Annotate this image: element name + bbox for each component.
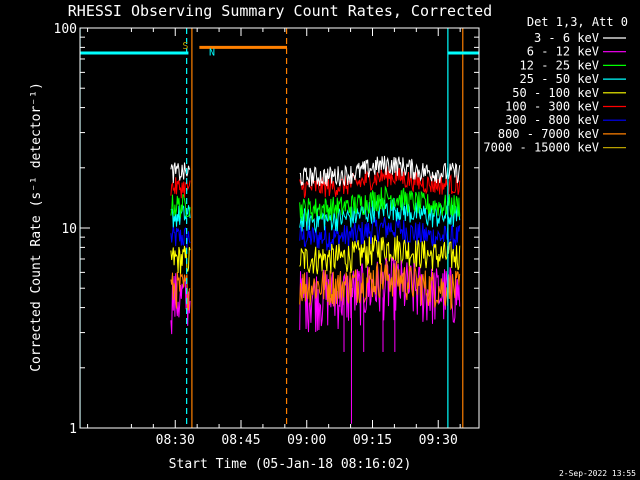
x-tick-label-3: 09:15 [353,433,392,448]
legend-label-6: 300 - 800 keV [505,113,599,127]
flag-label-s: S [182,41,188,52]
x-tick-label-2: 09:00 [287,433,326,448]
y-tick-label-0: 1 [69,422,77,437]
legend-label-1: 6 - 12 keV [527,45,599,59]
series-line-0-seg-0 [170,162,191,184]
y-tick-label-1: 10 [61,222,77,237]
plot-area [80,28,479,428]
legend-label-8: 7000 - 15000 keV [483,141,599,155]
x-tick-label-4: 09:30 [419,433,458,448]
legend-label-5: 100 - 300 keV [505,100,599,114]
generated-timestamp: 2-Sep-2022 13:55 [559,469,636,478]
series-line-3-seg-1 [299,198,461,234]
series-line-0-seg-1 [299,155,461,188]
y-tick-label-2: 100 [54,22,77,37]
flag-label-n: N [209,47,215,58]
series-line-7-seg-0 [170,271,191,311]
series-line-6-seg-1 [299,216,461,251]
series-line-2-seg-0 [170,194,191,218]
axes: 08:30 08:45 09:00 09:15 09:30 1 10 100 [54,22,480,448]
legend-label-2: 12 - 25 keV [520,58,599,72]
series-line-7-seg-1 [299,260,461,311]
series-line-1-seg-1 [299,256,461,333]
x-tick-label-0: 08:30 [156,433,195,448]
legend-label-3: 25 - 50 keV [520,72,599,86]
x-tick-label-1: 08:45 [221,433,260,448]
series-line-2-seg-1 [299,185,461,222]
x-axis-label: Start Time (05-Jan-18 08:16:02) [169,457,412,472]
series-line-4-seg-1 [299,235,461,275]
chart-title: RHESSI Observing Summary Count Rates, Co… [68,2,492,20]
legend-label-4: 50 - 100 keV [512,86,599,100]
legend-header: Det 1,3, Att 0 [527,15,628,29]
legend-label-7: 800 - 7000 keV [498,127,599,141]
y-axis-label: Corrected Count Rate (s⁻¹ detector⁻¹) [29,82,44,372]
legend-label-0: 3 - 6 keV [534,31,599,45]
series-line-6-seg-0 [170,225,191,248]
